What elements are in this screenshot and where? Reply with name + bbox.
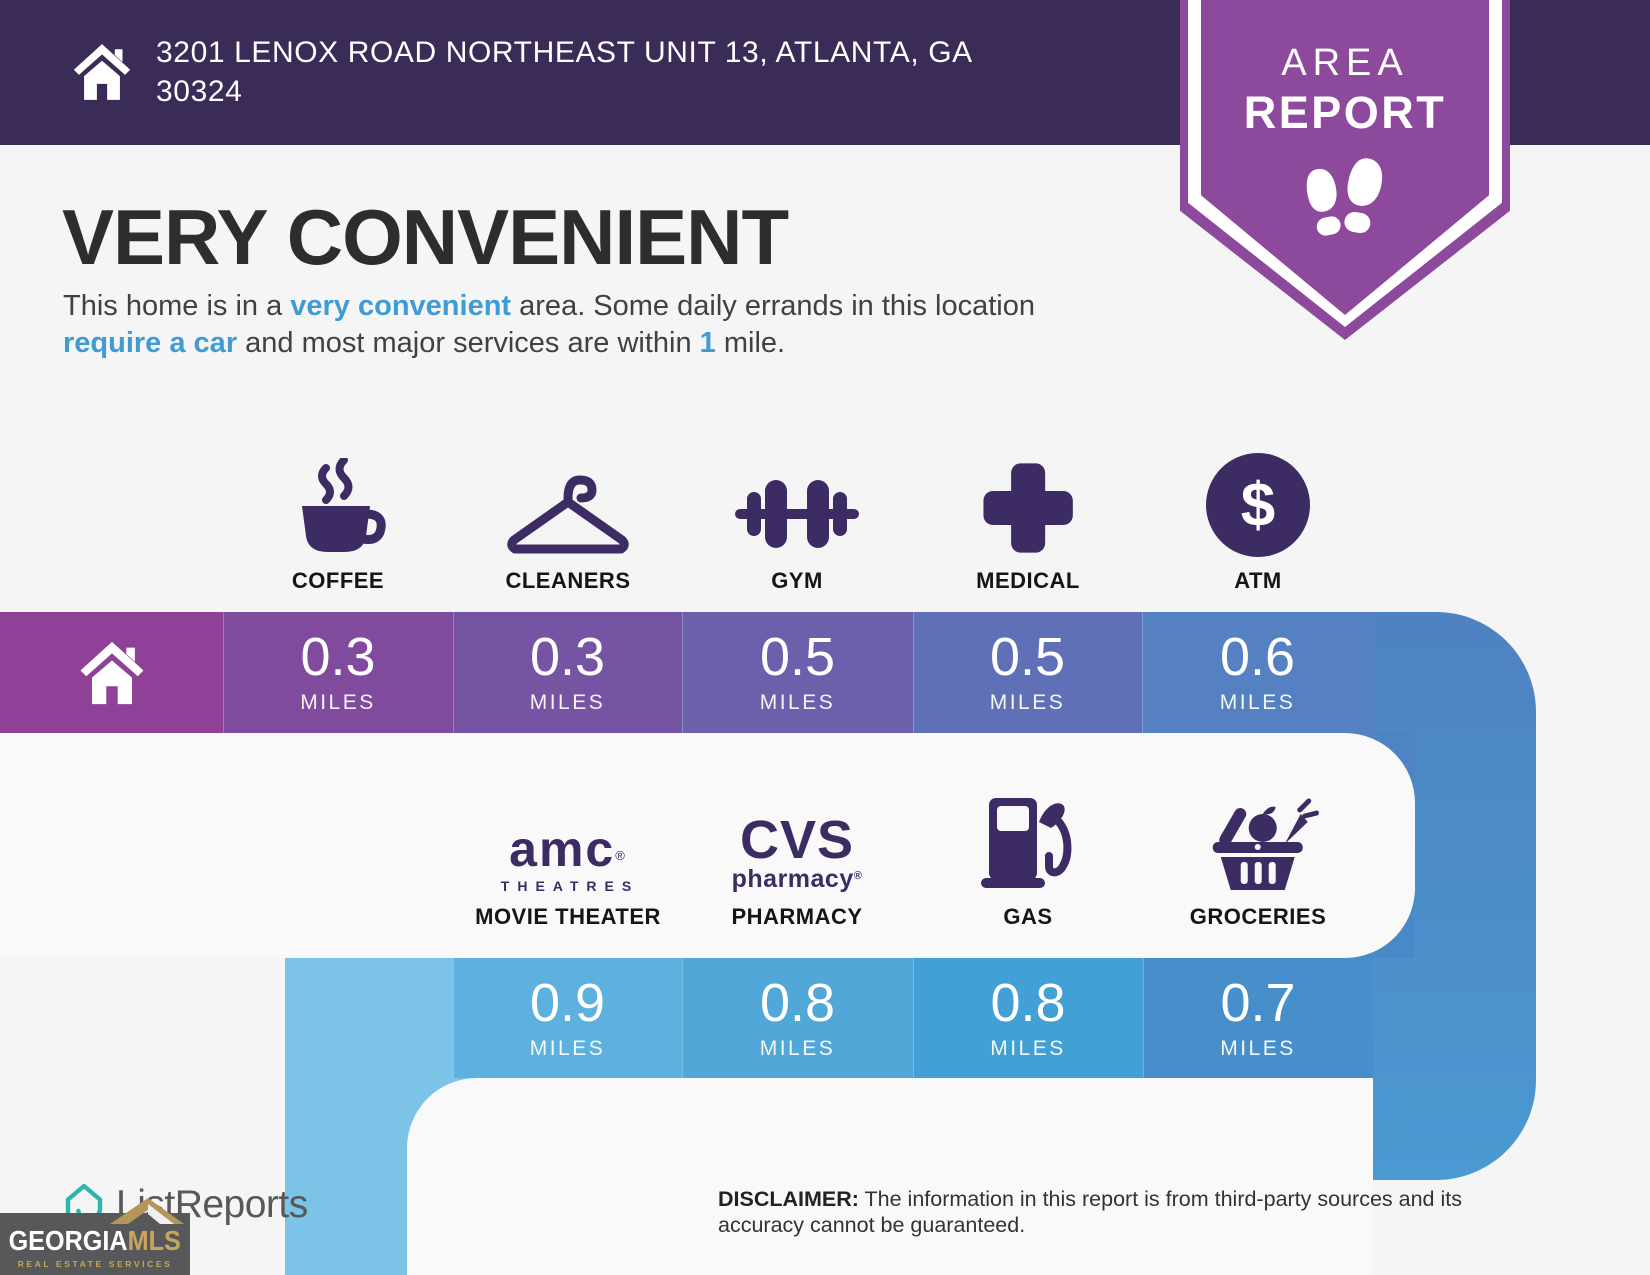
disclaimer-label: DISCLAIMER: bbox=[718, 1187, 859, 1211]
home-band-segment bbox=[0, 612, 223, 733]
footer-panel bbox=[407, 1078, 1373, 1275]
distance-unit: MILES bbox=[1219, 691, 1296, 714]
distance-unit: MILES bbox=[300, 691, 376, 714]
distance-band-row1: 0.3 MILES 0.3 MILES 0.5 MILES 0.5 MILES … bbox=[0, 612, 1373, 733]
intro-part: This home is in a bbox=[63, 290, 291, 322]
amc-sub-wordmark: THEATRES bbox=[500, 878, 640, 894]
address-line-2: 30324 bbox=[156, 75, 243, 108]
distance-value: 0.3 bbox=[529, 627, 606, 687]
distance-value: 0.8 bbox=[759, 972, 836, 1033]
distance-unit: MILES bbox=[1220, 1036, 1296, 1060]
distance-unit: MILES bbox=[989, 691, 1066, 714]
badge-title-area: AREA bbox=[1281, 42, 1409, 84]
distance-segment: 0.6 MILES bbox=[1142, 612, 1373, 733]
distance-unit: MILES bbox=[529, 1036, 606, 1060]
amenity-atm: $ ATM bbox=[1205, 446, 1311, 594]
amenity-label: MEDICAL bbox=[976, 568, 1080, 593]
amenity-gym: GYM bbox=[731, 446, 863, 594]
atm-icon: $ bbox=[1206, 453, 1310, 557]
gmls-wordmark-mls: MLS bbox=[127, 1225, 182, 1256]
registered-mark: ® bbox=[615, 848, 627, 863]
distance-value: 0.8 bbox=[990, 972, 1066, 1033]
intro-part: area. Some daily errands in this locatio… bbox=[511, 290, 1035, 322]
amenity-label: COFFEE bbox=[291, 568, 385, 593]
home-icon bbox=[73, 44, 131, 100]
distance-unit: MILES bbox=[529, 691, 606, 714]
distance-value: 0.5 bbox=[759, 627, 836, 687]
amenity-label: MOVIE THEATER bbox=[475, 904, 661, 929]
page-title: VERY CONVENIENT bbox=[62, 193, 789, 281]
intro-highlight: very convenient bbox=[290, 290, 512, 322]
amenity-medical: MEDICAL bbox=[976, 446, 1080, 594]
distance-value: 0.3 bbox=[300, 627, 376, 687]
distance-value: 0.5 bbox=[989, 627, 1066, 687]
amc-theatres-logo: amc® THEATRES bbox=[497, 824, 639, 894]
distance-band-row2: 0.9 MILES 0.8 MILES 0.8 MILES 0.7 MILES bbox=[285, 958, 1373, 1078]
distance-unit: MILES bbox=[759, 691, 836, 714]
amenity-label: GYM bbox=[771, 568, 823, 593]
grocery-basket-icon bbox=[1213, 798, 1319, 890]
amenity-label: GAS bbox=[1003, 904, 1053, 929]
distance-segment: 0.8 MILES bbox=[682, 958, 913, 1078]
amenity-label: PHARMACY bbox=[731, 904, 863, 929]
badge-title-report: REPORT bbox=[1243, 87, 1447, 138]
amenity-coffee: COFFEE bbox=[286, 446, 390, 594]
distance-segment: 0.3 MILES bbox=[453, 612, 682, 733]
amenity-gas: GAS bbox=[973, 782, 1083, 930]
distance-value: 0.7 bbox=[1220, 972, 1296, 1033]
distance-segment: 0.5 MILES bbox=[913, 612, 1142, 733]
amc-wordmark: amc bbox=[509, 821, 616, 877]
amenity-groceries: GROCERIES bbox=[1190, 782, 1327, 930]
distance-value: 0.9 bbox=[529, 972, 606, 1033]
medical-cross-icon bbox=[983, 463, 1073, 553]
band-left-column bbox=[285, 958, 407, 1275]
distance-unit: MILES bbox=[990, 1036, 1066, 1060]
gmls-tagline: REAL ESTATE SERVICES bbox=[17, 1259, 173, 1269]
distance-segment: 0.7 MILES bbox=[1143, 958, 1373, 1078]
distance-value: 0.6 bbox=[1219, 627, 1296, 687]
amenity-label: ATM bbox=[1234, 568, 1282, 593]
coffee-icon bbox=[302, 458, 386, 552]
home-icon bbox=[80, 641, 143, 704]
gmls-wordmark-georgia: GEORGIA bbox=[8, 1225, 128, 1256]
gmls-roof-icon bbox=[110, 1198, 184, 1224]
hanger-icon bbox=[507, 475, 629, 554]
footprints-icon bbox=[1306, 158, 1383, 236]
amenity-movie-theater: amc® THEATRES MOVIE THEATER bbox=[475, 782, 661, 930]
distance-segment: 0.9 MILES bbox=[453, 958, 682, 1078]
distance-unit: MILES bbox=[759, 1036, 836, 1060]
registered-mark: ® bbox=[853, 870, 863, 882]
gas-pump-icon bbox=[981, 798, 1072, 888]
intro-paragraph: This home is in a very convenient area. … bbox=[63, 288, 1118, 362]
intro-highlight: 1 bbox=[699, 327, 716, 359]
georgia-mls-logo: GEORGIAMLS REAL ESTATE SERVICES bbox=[0, 1213, 190, 1275]
amenity-label: GROCERIES bbox=[1189, 904, 1327, 929]
badge-inner: AREA REPORT bbox=[1201, 0, 1489, 315]
intro-highlight: require a car bbox=[63, 327, 238, 359]
disclaimer-text: DISCLAIMER: The information in this repo… bbox=[718, 1186, 1533, 1238]
amenity-pharmacy: CVS pharmacy® PHARMACY bbox=[731, 782, 862, 930]
intro-part: mile. bbox=[715, 327, 786, 359]
distance-segment: 0.8 MILES bbox=[913, 958, 1143, 1078]
dollar-glyph: $ bbox=[1241, 471, 1275, 540]
intro-part: and most major services are within bbox=[237, 327, 700, 359]
property-address: 3201 LENOX ROAD NORTHEAST UNIT 13, ATLAN… bbox=[156, 33, 1116, 111]
cvs-pharmacy-logo: CVS pharmacy® bbox=[731, 810, 863, 894]
cvs-sub-wordmark: pharmacy bbox=[731, 865, 854, 893]
distance-segment: 0.5 MILES bbox=[682, 612, 913, 733]
amenity-panel bbox=[0, 733, 1415, 958]
amenity-cleaners: CLEANERS bbox=[504, 446, 632, 594]
dumbbell-icon bbox=[735, 480, 859, 548]
disclaimer-body: The information in this report is from t… bbox=[718, 1187, 1462, 1237]
address-line-1: 3201 LENOX ROAD NORTHEAST UNIT 13, ATLAN… bbox=[156, 36, 973, 69]
cvs-wordmark: CVS bbox=[739, 810, 855, 871]
distance-segment: 0.3 MILES bbox=[223, 612, 453, 733]
amenity-label: CLEANERS bbox=[505, 568, 631, 593]
